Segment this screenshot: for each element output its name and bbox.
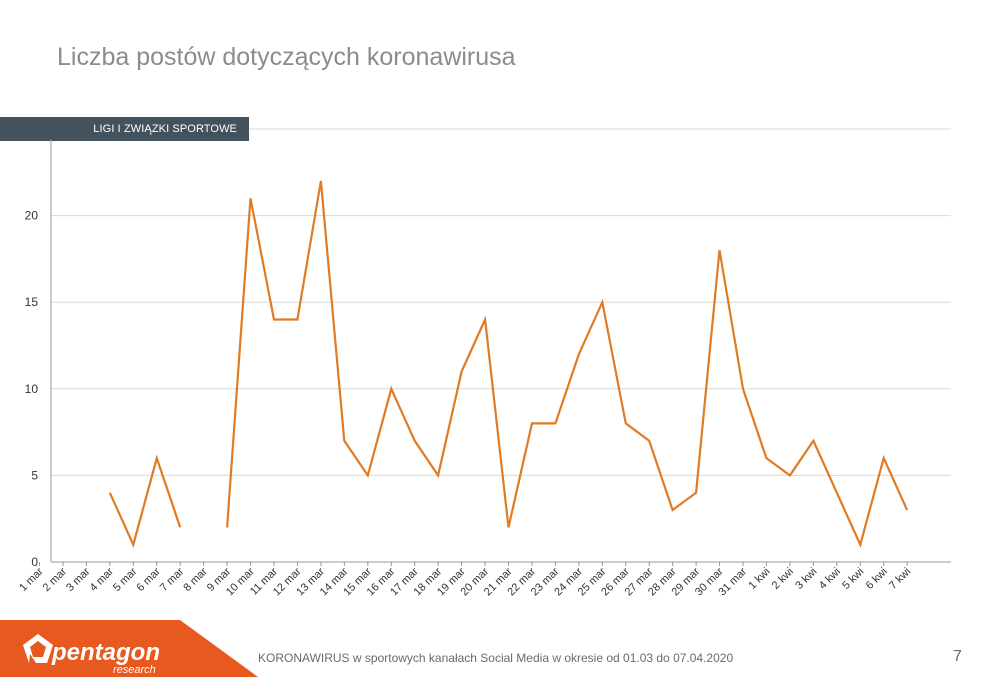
y-tick-label: 15 (25, 295, 39, 309)
y-axis-ticks: 0 5 10 15 20 (25, 209, 39, 569)
x-tick-label: 2 kwi (770, 566, 796, 592)
y-tick-label: 0 (31, 555, 38, 569)
page-number: 7 (953, 648, 962, 665)
x-tick-label: 8 mar (181, 565, 210, 594)
x-tick-label: 3 kwi (793, 566, 819, 592)
x-tick-label: 3 mar (64, 565, 93, 594)
chart-axes (50, 139, 951, 563)
y-tick-label: 20 (25, 209, 39, 223)
slide-title: Liczba postów dotyczących koronawirusa (57, 43, 516, 71)
x-tick-label: 1 mar (17, 565, 46, 594)
category-label: LIGI I ZWIĄZKI SPORTOWE (0, 117, 249, 141)
series-line-segment (108, 454, 182, 548)
series-line-segment (226, 180, 909, 548)
x-tick-label: 2 mar (41, 565, 70, 594)
logo-tagline: research (113, 664, 156, 676)
y-tick-label: 5 (31, 468, 38, 482)
pentagon-icon (23, 634, 53, 663)
pentagon-logo: pentagon research (0, 620, 258, 677)
x-tick-label: 4 kwi (817, 566, 843, 592)
y-tick-label: 10 (25, 382, 39, 396)
grid-lines (51, 128, 951, 476)
x-tick-label: 1 kwi (746, 566, 772, 592)
footer-caption: KORONAWIRUS w sportowych kanałach Social… (258, 651, 734, 665)
series-lines (108, 180, 909, 548)
x-tick-label: 5 kwi (840, 566, 866, 592)
category-label-text: LIGI I ZWIĄZKI SPORTOWE (93, 123, 237, 135)
logo-background (0, 620, 258, 677)
x-tick-label: 4 mar (88, 565, 117, 594)
x-tick-label: 6 mar (134, 565, 163, 594)
x-tick-label: 7 kwi (887, 566, 913, 592)
x-tick-label: 5 mar (111, 565, 140, 594)
x-tick-label: 7 mar (158, 565, 187, 594)
logo-wordmark: pentagon (51, 639, 160, 666)
x-tick-label: 6 kwi (864, 566, 890, 592)
